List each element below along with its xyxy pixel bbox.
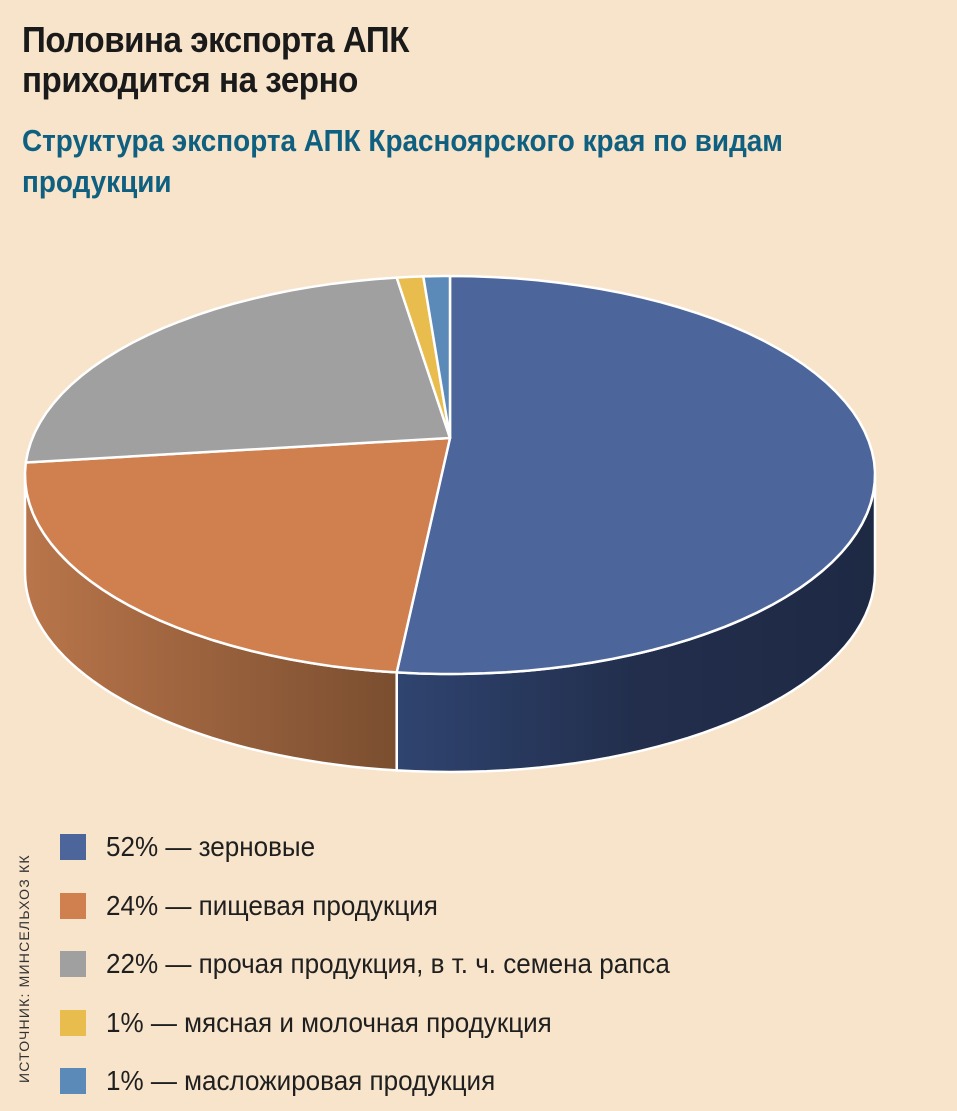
legend-item: 1% — масложировая продукция	[60, 1052, 712, 1111]
legend-swatch-grain	[60, 834, 86, 861]
legend-swatch-meat-dairy	[60, 1009, 86, 1036]
legend-swatch-food	[60, 892, 86, 919]
legend-swatch-other	[60, 951, 86, 978]
pie-slice-5	[422, 274, 452, 440]
legend-label: 22% — прочая продукция, в т. ч. семена р…	[106, 948, 670, 980]
legend-item: 1% — мясная и молочная продукция	[60, 994, 712, 1053]
chart-subtitle: Структура экспорта АПК Красноярского кра…	[22, 123, 783, 199]
legend-item: 24% — пищевая продукция	[60, 877, 712, 936]
pie-chart	[23, 274, 877, 774]
legend: 52% — зерновые 24% — пищевая продукция 2…	[60, 818, 712, 1111]
legend-swatch-oil-fat	[60, 1068, 86, 1095]
legend-label: 1% — мясная и молочная продукция	[106, 1006, 552, 1038]
legend-item: 22% — прочая продукция, в т. ч. семена р…	[60, 935, 712, 994]
chart-title: Половина экспорта АПК приходится на зерн…	[22, 19, 409, 100]
pie-slice-3	[24, 276, 452, 464]
legend-label: 24% — пищевая продукция	[106, 889, 438, 921]
legend-label: 1% — масложировая продукция	[106, 1065, 496, 1097]
pie-slice-2	[23, 436, 452, 674]
legend-label: 52% — зерновые	[106, 831, 316, 863]
source-note: ИСТОЧНИК: МИНСЕЛЬХОЗ КК	[16, 854, 32, 1083]
legend-item: 52% — зерновые	[60, 818, 712, 877]
pie-top-faces	[23, 274, 877, 676]
pie-slice-1	[395, 274, 877, 676]
